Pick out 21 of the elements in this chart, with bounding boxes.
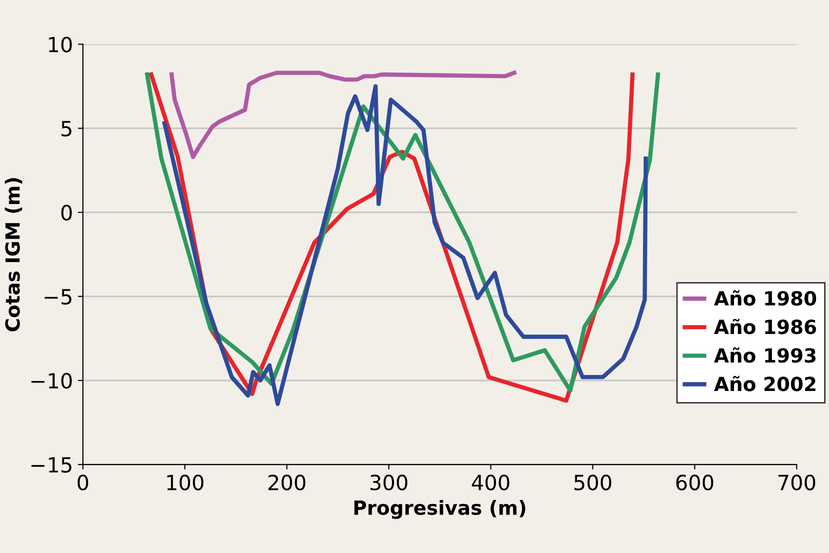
y-tick-label: 10	[48, 36, 72, 52]
legend-label: Año 2002	[714, 376, 816, 392]
legend-label: Año 1986	[714, 318, 816, 334]
y-tick-label: −5	[44, 289, 72, 305]
x-tick-label: 500	[574, 474, 612, 490]
y-axis-title: Cotas IGM (m)	[4, 178, 22, 332]
legend-label: Año 1980	[714, 290, 816, 306]
x-tick-label: 400	[472, 474, 510, 490]
y-tick-label: −15	[31, 457, 72, 473]
y-tick-label: 5	[62, 121, 72, 137]
x-tick-label: 200	[268, 474, 306, 490]
x-tick-label: 100	[167, 474, 204, 490]
y-tick-label: −10	[31, 372, 72, 389]
legend-label: Año 1993	[714, 347, 816, 363]
x-axis-title: Progresivas (m)	[354, 500, 526, 519]
y-tick-label: 0	[61, 204, 72, 221]
x-tick-label: 700	[778, 474, 816, 490]
x-tick-label: 0	[78, 474, 88, 490]
line-series	[170, 70, 516, 159]
x-tick-label: 300	[370, 474, 408, 490]
x-tick-label: 600	[676, 474, 714, 490]
